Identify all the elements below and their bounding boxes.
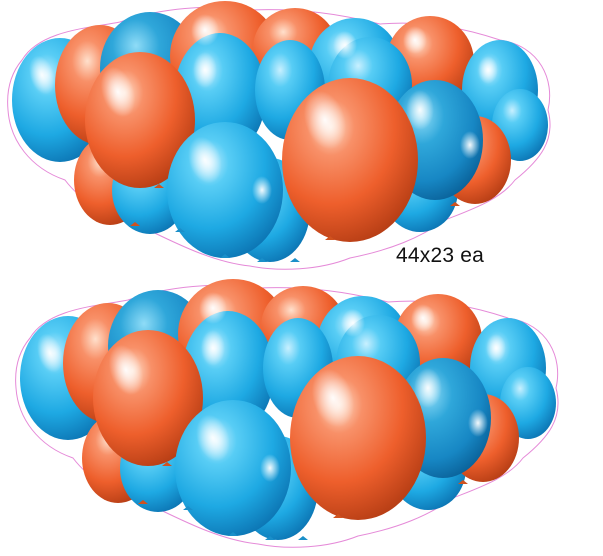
bottom-balloon-cluster <box>0 278 603 556</box>
size-label: 44x23 ea <box>396 244 485 267</box>
top-balloon-cluster <box>7 0 551 270</box>
balloon-cluster-image <box>15 278 559 548</box>
balloon-cluster-image <box>7 0 551 270</box>
